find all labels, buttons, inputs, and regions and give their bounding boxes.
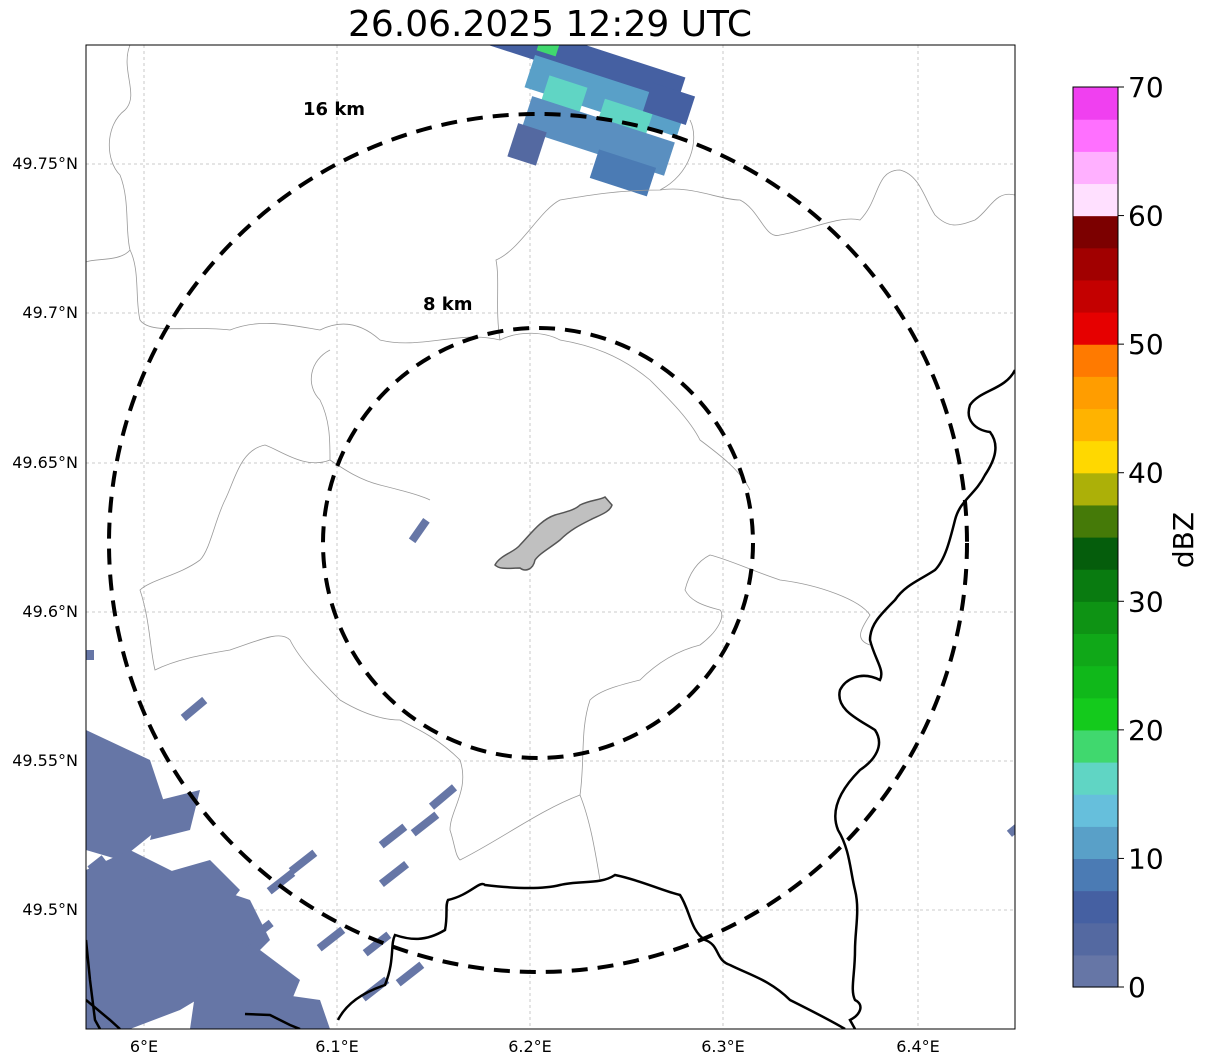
colorbar-segment: [1073, 504, 1118, 538]
colorbar-segment: [1073, 858, 1118, 892]
colorbar-segment: [1073, 87, 1118, 120]
city-area: [494, 496, 613, 571]
lon-tick-6-4e: 6.4°E: [896, 1037, 940, 1056]
colorbar-segment: [1073, 151, 1118, 185]
range-ring-8km: [321, 326, 755, 760]
colorbar-segment: [1073, 633, 1118, 667]
lat-tick-49-75n: 49.75°N: [12, 154, 78, 173]
colorbar-segment: [1073, 472, 1118, 506]
radar-echo-north: [485, 45, 696, 197]
colorbar-segment: [1073, 665, 1118, 699]
colorbar-segment: [1073, 408, 1118, 442]
ring-label-16km: 16 km: [303, 99, 365, 120]
colorbar: [1072, 86, 1119, 988]
admin-boundaries: [86, 45, 1015, 881]
colorbar-segment: [1073, 826, 1118, 860]
colorbar-label: dBZ: [1167, 512, 1200, 568]
colorbar-segment: [1073, 762, 1118, 795]
colorbar-segment: [1073, 247, 1118, 281]
colorbar-segment: [1073, 794, 1118, 827]
colorbar-segment: [1073, 890, 1118, 924]
colorbar-tick-label: 30: [1128, 585, 1164, 618]
colorbar-segment: [1073, 537, 1118, 570]
national-border: [86, 369, 1015, 1029]
range-rings: [107, 112, 969, 974]
lat-tick-49-55n: 49.55°N: [12, 751, 78, 770]
lon-tick-labels: 6°E 6.1°E 6.2°E 6.3°E 6.4°E: [130, 1037, 940, 1056]
colorbar-frame: [1072, 86, 1119, 988]
colorbar-segment: [1073, 376, 1118, 410]
colorbar-segment: [1073, 312, 1118, 345]
colorbar-tick-label: 0: [1128, 971, 1146, 1004]
gridlines: [86, 45, 1015, 1029]
colorbar-segment: [1073, 440, 1118, 474]
ring-label-8km: 8 km: [423, 294, 473, 315]
colorbar-segment: [1073, 954, 1118, 988]
colorbar-segment: [1073, 183, 1118, 217]
colorbar-segment: [1073, 697, 1118, 731]
colorbar-tick-label: 70: [1128, 71, 1164, 104]
lat-tick-49-7n: 49.7°N: [22, 303, 78, 322]
colorbar-tick-label: 20: [1128, 714, 1164, 747]
lat-tick-49-6n: 49.6°N: [22, 602, 78, 621]
range-ring-16km: [107, 112, 969, 974]
colorbar-tick-label: 50: [1128, 328, 1164, 361]
lat-tick-49-5n: 49.5°N: [22, 900, 78, 919]
colorbar-segment: [1073, 344, 1118, 377]
map-title: 26.06.2025 12:29 UTC: [347, 4, 753, 45]
lat-tick-49-65n: 49.65°N: [12, 453, 78, 472]
colorbar-segment: [1073, 729, 1118, 763]
colorbar-segment: [1073, 601, 1118, 635]
lat-tick-labels: 49.75°N 49.7°N 49.65°N 49.6°N 49.55°N 49…: [12, 154, 78, 919]
colorbar-segment: [1073, 215, 1118, 249]
lon-tick-6-3e: 6.3°E: [701, 1037, 745, 1056]
plot-frame: [85, 44, 1016, 1030]
lon-tick-6-2e: 6.2°E: [508, 1037, 552, 1056]
lon-tick-6-1e: 6.1°E: [315, 1037, 359, 1056]
colorbar-tick-label: 10: [1128, 842, 1164, 875]
colorbar-tick-label: 40: [1128, 457, 1164, 490]
colorbar-ticks: 0 10 20 30 40 50 60 70: [1118, 71, 1164, 1004]
lon-tick-6e: 6°E: [130, 1037, 158, 1056]
colorbar-segment: [1073, 569, 1118, 602]
colorbar-segment: [1073, 279, 1118, 313]
colorbar-segment: [1073, 922, 1118, 956]
radar-echo-southwest: [86, 518, 1015, 1029]
colorbar-tick-label: 60: [1128, 200, 1164, 233]
colorbar-segment: [1073, 119, 1118, 152]
